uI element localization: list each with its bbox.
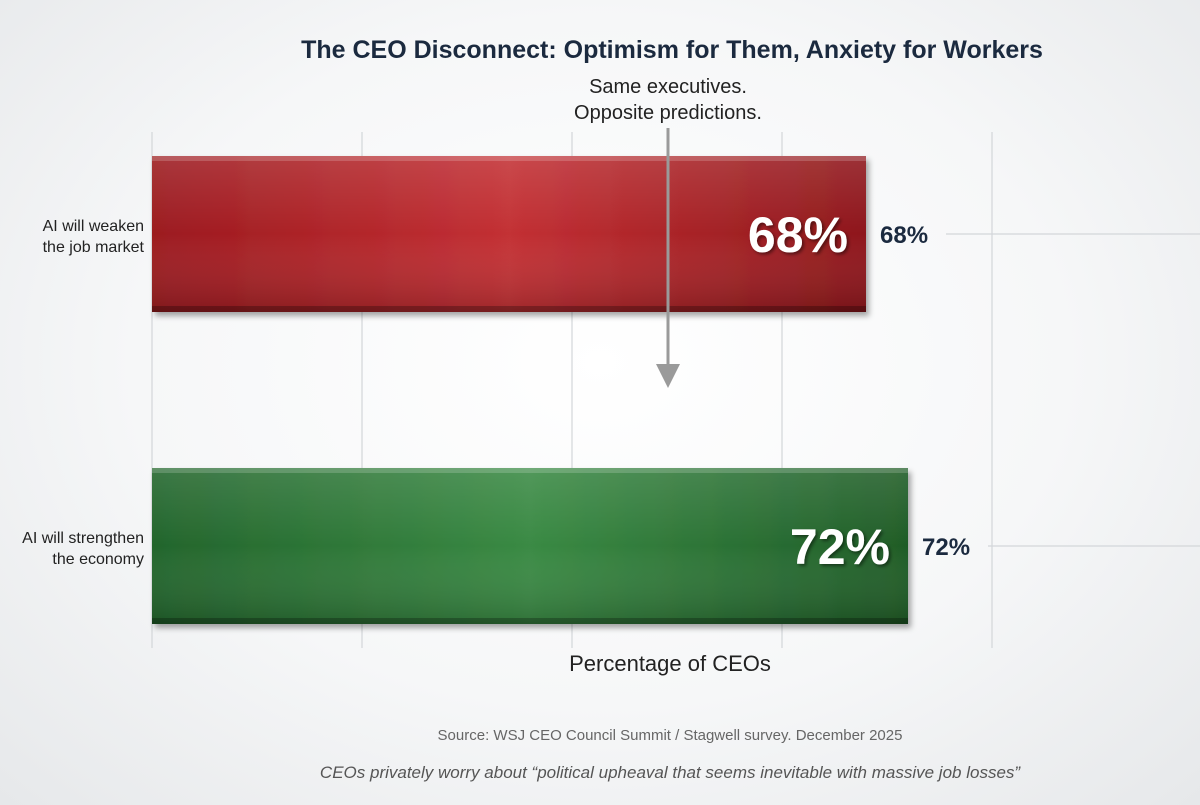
bar-value-label-inside: 72% [790,519,890,575]
chart-title: The CEO Disconnect: Optimism for Them, A… [301,36,1043,64]
bar-value-label-outside: 72% [922,534,970,561]
bar-value-label-inside: 68% [748,207,848,263]
bar-value-label-outside: 68% [880,222,928,249]
x-axis-label: Percentage of CEOs [569,651,771,676]
annotation-line-1: Same executives. [589,76,747,98]
category-label-line: the economy [52,551,144,568]
bars: 68% 68% 72% 72% [152,156,970,624]
bar-top-edge [152,156,866,161]
bar-bevel [152,468,908,624]
bar-bottom-edge [152,618,908,624]
category-labels: AI will weaken the job market AI will stre… [22,218,144,568]
source-note: Source: WSJ CEO Council Summit / Stagwel… [438,727,903,744]
annotation-arrow-head [656,364,680,388]
bar-bevel [152,156,866,312]
caption: CEOs privately worry about “political up… [320,763,1021,782]
bar-bottom-edge [152,306,866,312]
category-label-line: AI will strengthen [22,530,144,547]
category-label-line: AI will weaken [43,218,144,235]
annotation-line-2: Opposite predictions. [574,102,762,124]
category-label-line: the job market [43,239,145,256]
annotation: Same executives. Opposite predictions. [574,76,762,388]
bar-top-edge [152,468,908,473]
